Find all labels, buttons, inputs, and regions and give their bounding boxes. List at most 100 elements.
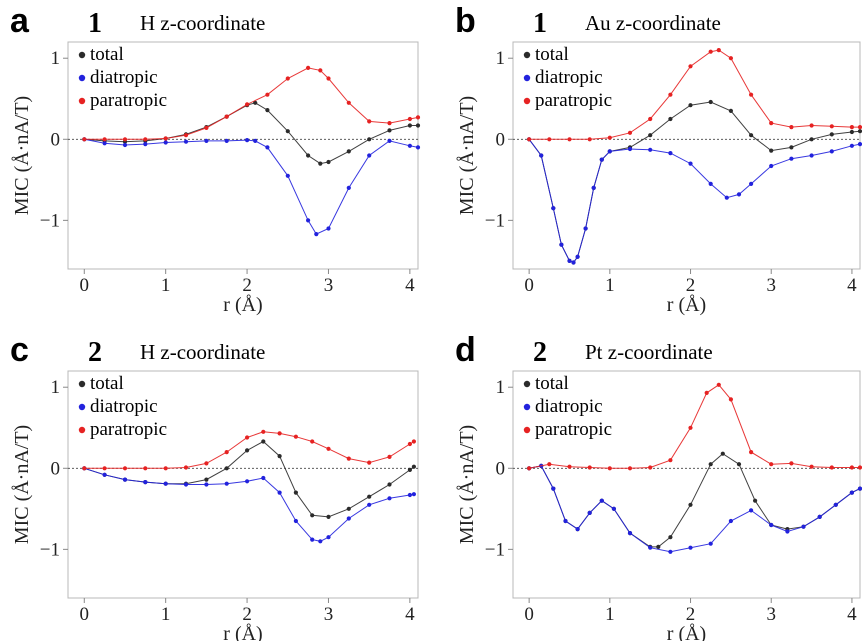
data-point-paratropic <box>318 68 323 73</box>
panel-c: c 2 H z-coordinate 0 1 2 3 4 −1 0 1 r (Å) MIC (Å·nA/… <box>10 331 419 641</box>
data-point-paratropic <box>367 460 372 465</box>
data-point-paratropic <box>407 441 412 447</box>
data-point-total <box>415 123 421 128</box>
data-point-total <box>306 153 311 158</box>
series-line-total <box>84 102 418 165</box>
data-point-paratropic <box>567 137 572 142</box>
panel-title: H z-coordinate <box>140 11 265 35</box>
y-tick-label: 0 <box>496 458 506 479</box>
x-axis-label: r (Å) <box>223 294 262 316</box>
data-point-paratropic <box>245 435 250 440</box>
x-tick-label: 1 <box>161 275 171 296</box>
series-diatropic <box>82 137 421 237</box>
y-axis-label: MIC (Å·nA/T) <box>11 425 33 544</box>
data-point-diatropic <box>801 524 806 529</box>
data-point-diatropic <box>591 185 596 190</box>
x-tick-label: 4 <box>847 275 857 296</box>
data-point-paratropic <box>346 100 351 105</box>
data-point-diatropic <box>829 149 834 154</box>
data-point-total <box>367 137 372 142</box>
data-point-paratropic <box>567 464 572 469</box>
data-point-diatropic <box>293 518 298 524</box>
data-point-total <box>224 466 229 471</box>
panel-letter: d <box>455 331 476 369</box>
series-paratropic <box>527 382 862 471</box>
data-point-paratropic <box>277 431 282 436</box>
data-point-diatropic <box>367 153 372 158</box>
data-point-diatropic <box>102 141 107 146</box>
data-point-diatropic <box>277 490 282 495</box>
legend-label-total: total <box>90 44 124 65</box>
data-point-paratropic <box>829 465 834 470</box>
y-tick-label: 1 <box>51 48 61 69</box>
data-point-diatropic <box>749 181 754 186</box>
legend-marker-total <box>78 51 86 59</box>
x-tick-label: 0 <box>524 275 534 296</box>
panel-title: H z-coordinate <box>140 340 265 364</box>
data-point-paratropic <box>387 454 392 459</box>
data-point-diatropic <box>102 472 107 477</box>
y-tick-label: −1 <box>485 539 505 560</box>
data-point-diatropic <box>563 518 568 524</box>
data-point-total <box>204 477 209 482</box>
data-point-paratropic <box>224 450 229 455</box>
data-point-diatropic <box>668 151 673 156</box>
data-point-diatropic <box>571 260 576 265</box>
legend-marker-diatropic <box>78 403 86 411</box>
data-point-paratropic <box>326 446 331 451</box>
data-point-diatropic <box>583 226 588 231</box>
data-point-paratropic <box>261 429 266 434</box>
data-point-paratropic <box>102 466 107 471</box>
data-point-total <box>668 535 673 540</box>
data-point-diatropic <box>310 537 315 542</box>
legend-marker-paratropic <box>523 426 531 434</box>
data-point-diatropic <box>265 145 270 150</box>
data-point-diatropic <box>688 545 693 550</box>
series-paratropic <box>82 429 416 471</box>
data-point-total <box>261 439 266 444</box>
x-tick-label: 2 <box>242 604 252 625</box>
data-point-total <box>648 133 653 138</box>
data-point-paratropic <box>789 461 794 466</box>
data-point-diatropic <box>539 153 544 158</box>
data-point-diatropic <box>769 522 774 528</box>
x-tick-label: 3 <box>324 604 334 625</box>
y-axis-label: MIC (Å·nA/T) <box>11 96 33 215</box>
data-point-total <box>411 464 416 469</box>
legend-label-diatropic: diatropic <box>90 396 158 417</box>
data-point-paratropic <box>789 125 794 130</box>
legend-marker-paratropic <box>78 97 86 105</box>
series-diatropic <box>527 463 862 554</box>
series-line-diatropic <box>528 139 861 264</box>
data-point-paratropic <box>749 92 754 97</box>
data-point-paratropic <box>849 125 855 130</box>
panel-d: d 2 Pt z-coordinate 0 1 2 3 4 −1 0 1 r (Å) MIC (Å·nA… <box>455 331 862 641</box>
panel-letter: c <box>10 331 29 369</box>
data-point-total <box>285 129 290 134</box>
y-tick-label: −1 <box>40 210 60 231</box>
legend-marker-total <box>78 380 86 388</box>
data-point-paratropic <box>769 462 774 467</box>
y-tick-label: −1 <box>485 210 505 231</box>
data-point-total <box>346 149 351 154</box>
data-point-diatropic <box>122 477 128 482</box>
data-point-paratropic <box>163 466 168 471</box>
data-point-total <box>326 514 331 520</box>
data-point-diatropic <box>143 480 148 485</box>
data-point-diatropic <box>415 145 421 150</box>
data-point-diatropic <box>224 138 229 143</box>
molecule-number: 1 <box>88 8 102 39</box>
data-point-total <box>720 451 725 456</box>
plot-frame <box>512 41 861 270</box>
data-point-paratropic <box>708 49 713 54</box>
data-point-total <box>688 103 693 108</box>
y-tick-label: 0 <box>51 129 61 150</box>
molecule-number: 2 <box>88 337 102 368</box>
panel-letter: b <box>455 2 476 40</box>
x-tick-label: 0 <box>524 604 534 625</box>
x-tick-label: 4 <box>405 275 415 296</box>
data-point-total <box>318 161 323 166</box>
data-point-diatropic <box>736 192 742 197</box>
